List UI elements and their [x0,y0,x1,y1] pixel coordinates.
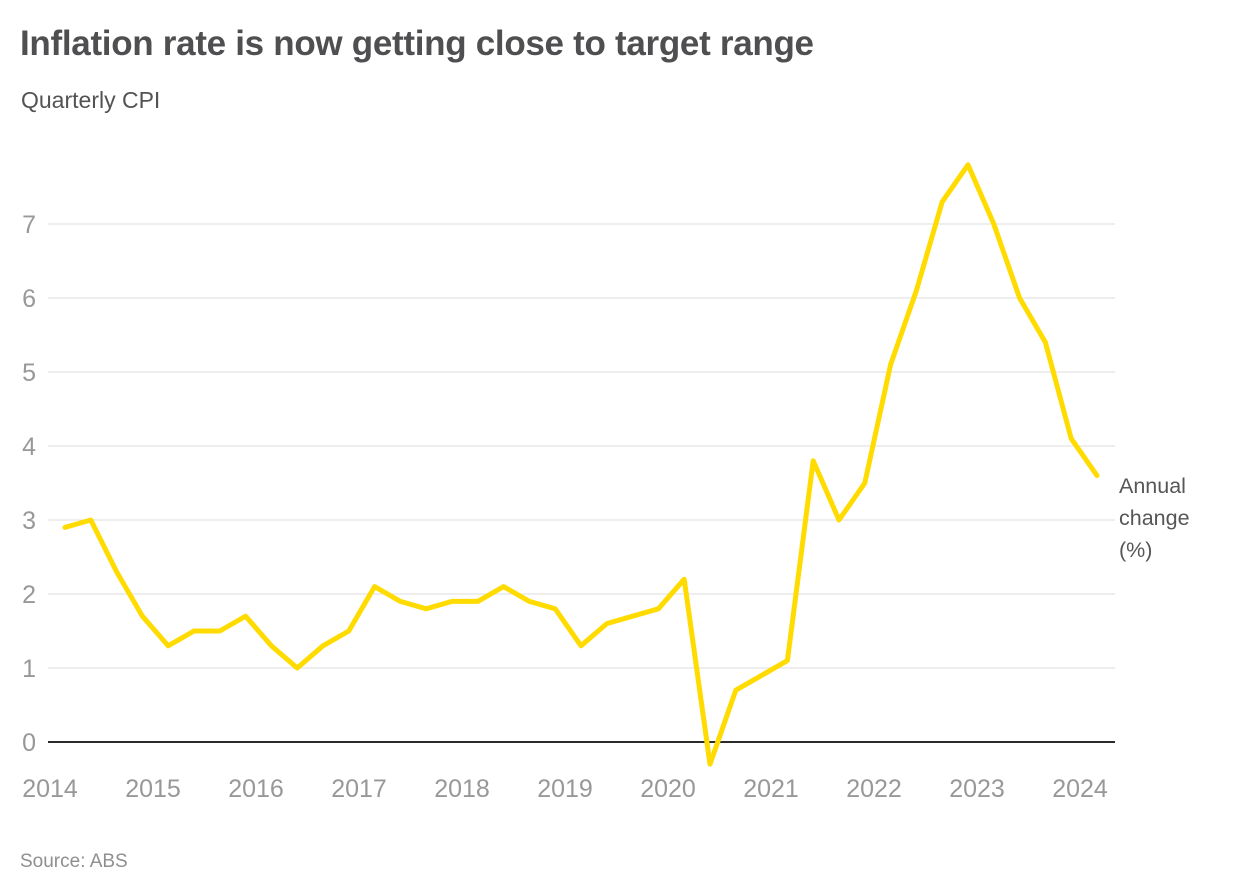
x-tick-label: 2016 [228,775,284,803]
x-tick-label: 2018 [434,775,490,803]
x-tick-label: 2022 [846,775,902,803]
x-tick-label: 2015 [125,775,181,803]
x-tick-label: 2021 [743,775,799,803]
chart-title: Inflation rate is now getting close to t… [20,24,814,63]
y-tick-label: 2 [22,581,36,609]
x-tick-label: 2023 [949,775,1005,803]
x-tick-label: 2020 [640,775,696,803]
x-tick-label: 2014 [22,775,78,803]
x-tick-label: 2019 [537,775,593,803]
y-tick-label: 5 [22,359,36,387]
y-tick-label: 3 [22,507,36,535]
y-tick-label: 6 [22,285,36,313]
y-tick-label: 4 [22,433,36,461]
y-axis-annotation: Annual change (%) [1119,474,1190,562]
y-tick-labels: 0 1 2 3 4 5 6 7 [22,211,36,757]
chart-subtitle: Quarterly CPI [21,87,161,113]
x-tick-label: 2024 [1052,775,1108,803]
x-tick-label: 2017 [331,775,387,803]
x-tick-labels: 2014 2015 2016 2017 2018 2019 2020 2021 2022 2023… [22,775,1108,803]
cpi-line-series [62,162,1100,767]
y-gridlines [48,223,1115,743]
y-tick-label: 1 [22,655,36,683]
y-tick-label: 7 [22,211,36,239]
source-note: Source: ABS [20,851,128,872]
y-tick-label: 0 [22,729,36,757]
